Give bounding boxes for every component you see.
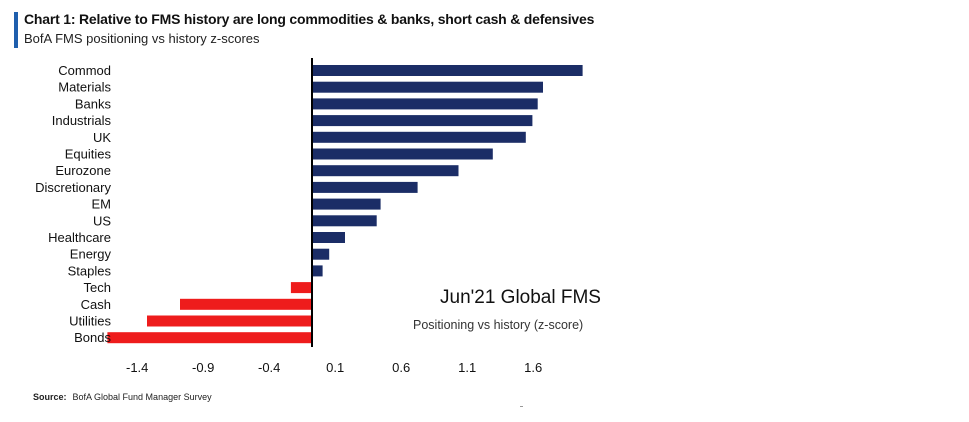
bar-utilities	[147, 315, 312, 327]
category-label-utilities: Utilities	[69, 314, 111, 329]
x-tick-label: -0.9	[192, 360, 214, 375]
bar-equities	[312, 148, 493, 160]
bar-banks	[312, 98, 538, 110]
chart-subtitle: BofA FMS positioning vs history z-scores	[24, 31, 260, 46]
category-label-tech: Tech	[84, 280, 111, 295]
category-label-eurozone: Eurozone	[55, 163, 111, 178]
source-text: BofA Global Fund Manager Survey	[72, 392, 212, 402]
category-label-commod: Commod	[58, 63, 111, 78]
source-label: Source:	[33, 392, 67, 402]
category-label-materials: Materials	[58, 80, 111, 95]
x-tick-label: -1.4	[126, 360, 148, 375]
bar-bonds	[107, 332, 313, 344]
category-label-discretionary: Discretionary	[35, 180, 111, 195]
source-note: Source: BofA Global Fund Manager Survey	[33, 392, 212, 402]
category-label-banks: Banks	[75, 96, 112, 111]
bar-staples	[312, 265, 323, 277]
category-label-cash: Cash	[81, 297, 111, 312]
decorative-dot	[520, 406, 523, 407]
title-accent-bar	[14, 12, 18, 48]
bar-eurozone	[312, 165, 459, 177]
bar-uk	[312, 131, 526, 143]
bar-discretionary	[312, 181, 418, 193]
category-label-healthcare: Healthcare	[48, 230, 111, 245]
category-label-em: EM	[92, 197, 112, 212]
category-label-equities: Equities	[65, 147, 112, 162]
bar-commod	[312, 65, 583, 76]
chart-title: Chart 1: Relative to FMS history are lon…	[24, 11, 595, 27]
category-label-energy: Energy	[70, 247, 112, 262]
category-label-bonds: Bonds	[74, 330, 111, 345]
bar-cash	[180, 298, 312, 310]
x-tick-label: 1.6	[524, 360, 542, 375]
bar-industrials	[312, 115, 533, 127]
bar-us	[312, 215, 377, 227]
inset-title: Jun'21 Global FMS	[440, 287, 601, 308]
category-label-staples: Staples	[68, 263, 112, 278]
bar-materials	[312, 81, 543, 93]
x-tick-label: 0.6	[392, 360, 410, 375]
x-tick-label: 1.1	[458, 360, 476, 375]
category-label-us: US	[93, 213, 111, 228]
bar-tech	[290, 282, 312, 294]
category-label-uk: UK	[93, 130, 111, 145]
x-tick-label: -0.4	[258, 360, 280, 375]
bar-energy	[312, 248, 330, 260]
bar-em	[312, 198, 381, 210]
inset-subtitle: Positioning vs history (z-score)	[413, 318, 584, 332]
category-label-industrials: Industrials	[52, 113, 112, 128]
x-tick-label: 0.1	[326, 360, 344, 375]
bar-healthcare	[312, 232, 345, 243]
